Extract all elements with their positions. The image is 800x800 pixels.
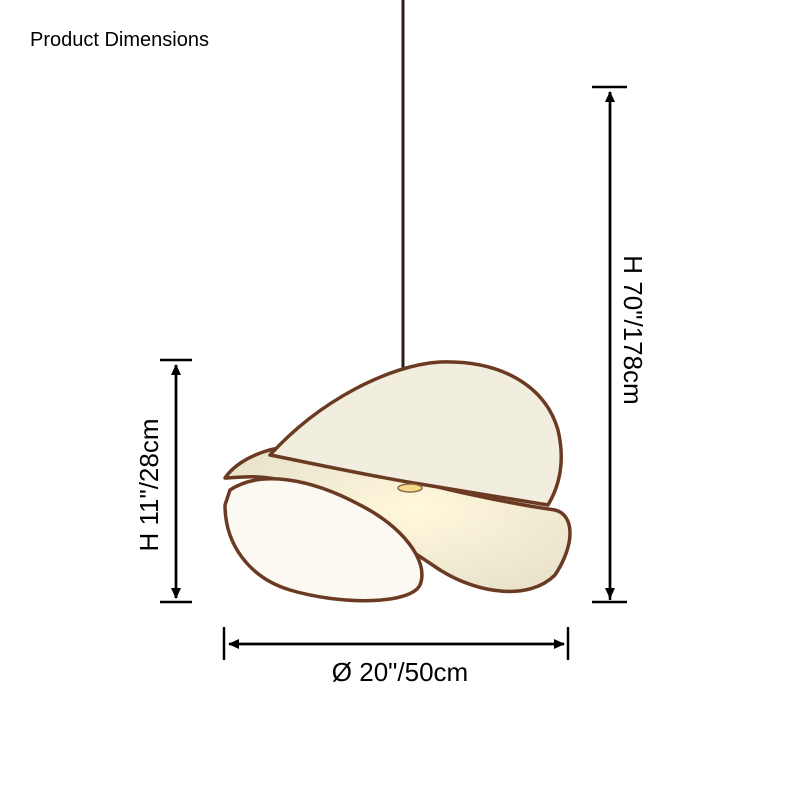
diameter-label: Ø 20"/50cm — [332, 657, 468, 687]
total-height-dimension — [592, 85, 627, 604]
lamp-shade — [223, 360, 572, 603]
total-height-label: H 70"/178cm — [618, 255, 648, 404]
shade-height-dimension — [160, 358, 192, 604]
shade-height-label: H 11"/28cm — [134, 418, 164, 551]
title: Product Dimensions — [30, 29, 209, 51]
diameter-dimension — [222, 627, 570, 660]
